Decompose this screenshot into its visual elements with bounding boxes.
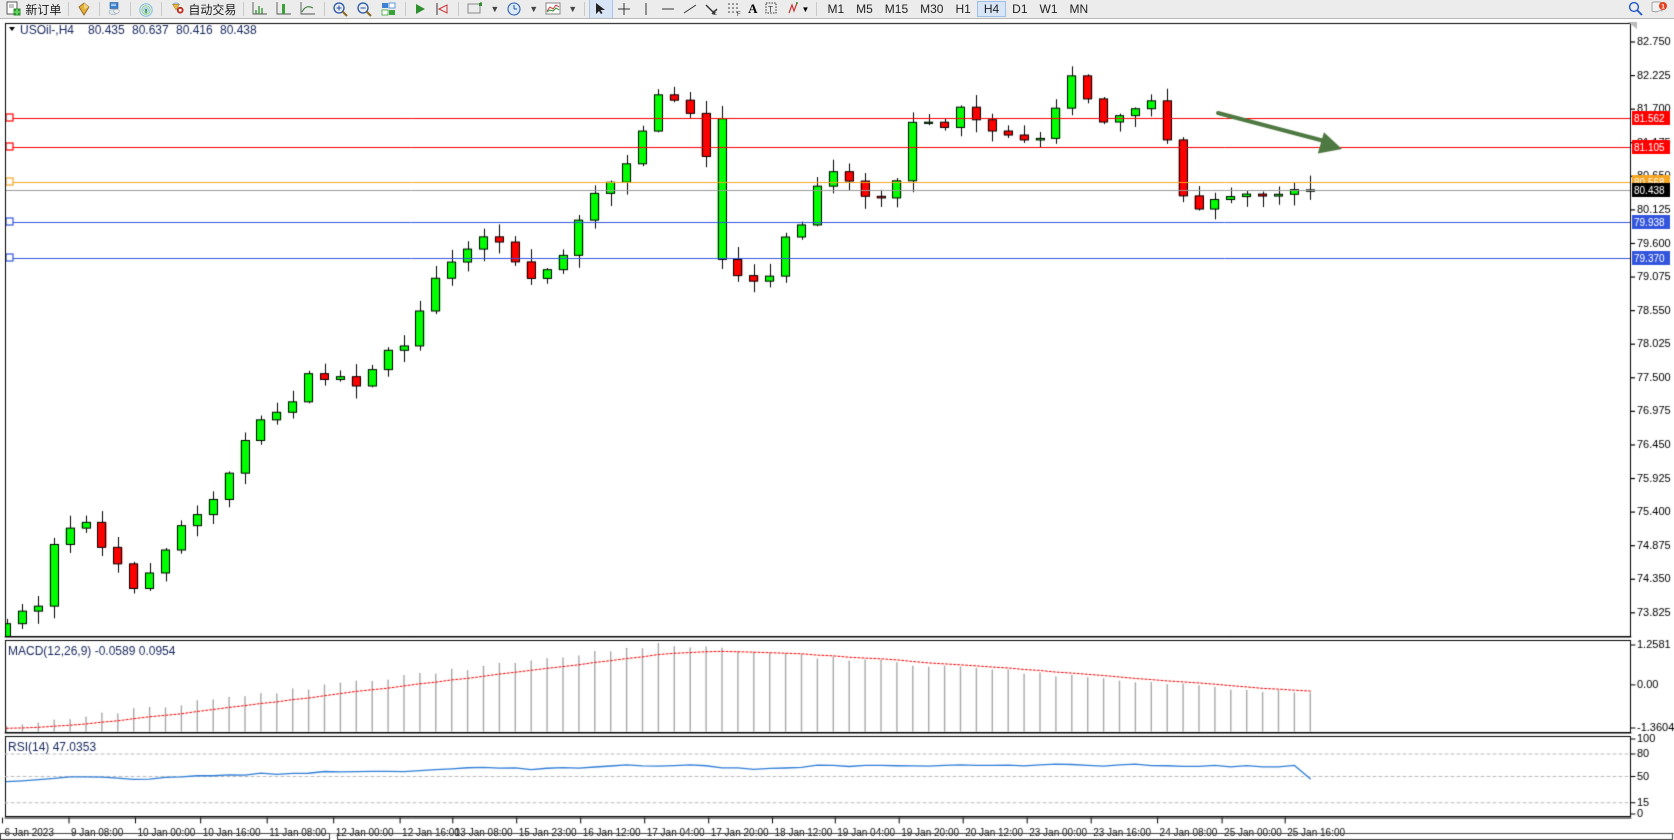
svg-text:1: 1 <box>1661 3 1665 10</box>
svg-text:F: F <box>737 12 741 17</box>
svg-text:T: T <box>768 5 773 14</box>
svg-text:E: E <box>713 11 717 17</box>
